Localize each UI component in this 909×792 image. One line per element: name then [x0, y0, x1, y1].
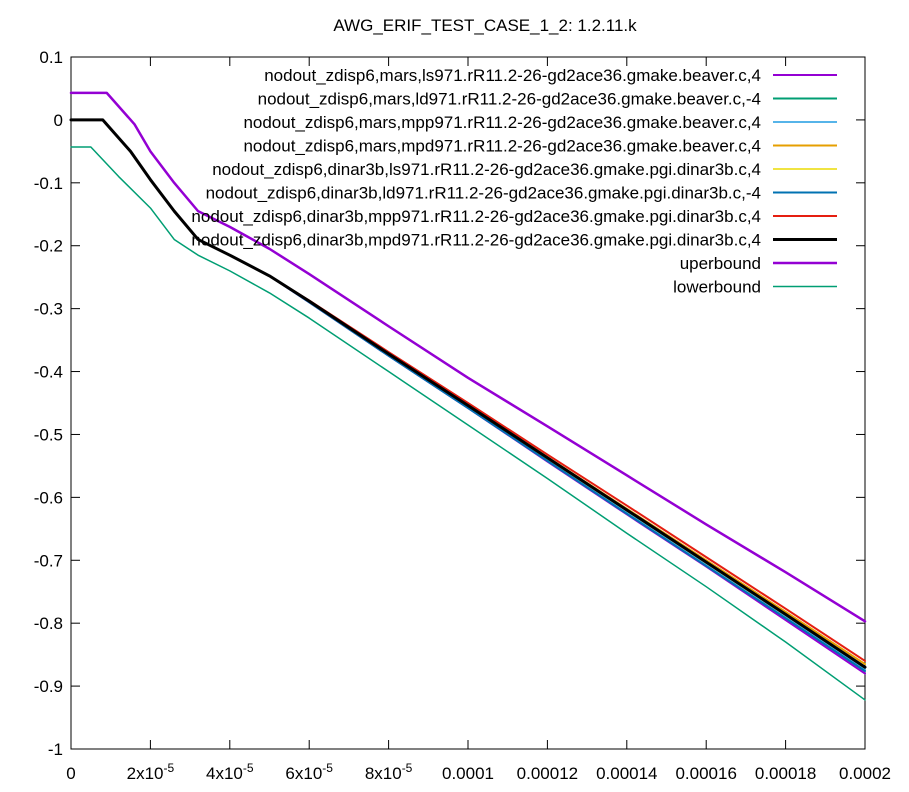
- x-tick-label-exponent: -5: [164, 761, 175, 775]
- legend-label: lowerbound: [673, 278, 761, 297]
- chart-title: AWG_ERIF_TEST_CASE_1_2: 1.2.11.k: [333, 16, 637, 35]
- x-tick-label: 0.00014: [596, 764, 657, 783]
- y-tick-label: -0.2: [34, 237, 63, 256]
- x-tick-label: 4x10-5: [206, 761, 254, 783]
- x-tick-label: 0.0002: [839, 764, 891, 783]
- x-tick-label: 2x10-5: [127, 761, 175, 783]
- x-tick-label: 8x10-5: [365, 761, 413, 783]
- y-tick-label: -0.8: [34, 614, 63, 633]
- y-tick-label: 0: [54, 111, 63, 130]
- x-tick-label-base: 8x10: [365, 764, 402, 783]
- y-tick-label: 0.1: [39, 48, 63, 67]
- legend-label: nodout_zdisp6,dinar3b,ls971.rR11.2-26-gd…: [212, 160, 761, 179]
- x-tick-label-base: 0.0002: [839, 764, 891, 783]
- legend-label: nodout_zdisp6,mars,mpp971.rR11.2-26-gd2a…: [243, 113, 761, 132]
- x-tick-label: 0.00018: [755, 764, 816, 783]
- x-tick-label-base: 0: [66, 764, 75, 783]
- x-tick-label-base: 0.00012: [517, 764, 578, 783]
- x-tick-label-base: 2x10: [127, 764, 164, 783]
- legend-label: nodout_zdisp6,dinar3b,mpp971.rR11.2-26-g…: [191, 207, 761, 226]
- x-tick-label-exponent: -5: [243, 761, 254, 775]
- x-tick-label-exponent: -5: [322, 761, 333, 775]
- x-tick-label-base: 4x10: [206, 764, 243, 783]
- y-tick-label: -0.1: [34, 174, 63, 193]
- legend-label: nodout_zdisp6,mars,ls971.rR11.2-26-gd2ac…: [264, 66, 761, 85]
- x-tick-label-exponent: -5: [402, 761, 413, 775]
- y-tick-label: -1: [48, 740, 63, 759]
- series-lines: [69, 91, 867, 701]
- x-tick-label-base: 0.00018: [755, 764, 816, 783]
- x-tick-label: 6x10-5: [285, 761, 333, 783]
- x-tick-label-base: 0.0001: [442, 764, 494, 783]
- y-tick-label: -0.5: [34, 425, 63, 444]
- x-tick-label: 0.0001: [442, 764, 494, 783]
- x-tick-label: 0.00012: [517, 764, 578, 783]
- x-tick-label: 0: [66, 764, 75, 783]
- y-tick-label: -0.4: [34, 363, 63, 382]
- y-tick-label: -0.9: [34, 677, 63, 696]
- x-tick-label: 0.00016: [675, 764, 736, 783]
- axes: 0.1 0 -0.1 -0.2 -0.3 -0.4 -0.5 -0.6 -0.7 -0.8 -0.9…: [34, 48, 891, 783]
- y-tick-label: -0.7: [34, 551, 63, 570]
- legend-label: nodout_zdisp6,mars,mpd971.rR11.2-26-gd2a…: [243, 137, 761, 156]
- y-tick-label: -0.3: [34, 300, 63, 319]
- y-tick-label: -0.6: [34, 488, 63, 507]
- series-line-10: [70, 146, 866, 701]
- legend-label: nodout_zdisp6,mars,ld971.rR11.2-26-gd2ac…: [258, 90, 761, 109]
- legend-label: uperbound: [680, 254, 761, 273]
- legend-label: nodout_zdisp6,dinar3b,mpd971.rR11.2-26-g…: [191, 231, 761, 250]
- series-line-9: [69, 91, 867, 623]
- series-line-8: [69, 118, 867, 669]
- legend-label: nodout_zdisp6,dinar3b,ld971.rR11.2-26-gd…: [206, 184, 761, 203]
- x-tick-label-base: 6x10: [285, 764, 322, 783]
- x-tick-label-base: 0.00014: [596, 764, 657, 783]
- legend: nodout_zdisp6,mars,ls971.rR11.2-26-gd2ac…: [191, 66, 837, 297]
- x-tick-label-base: 0.00016: [675, 764, 736, 783]
